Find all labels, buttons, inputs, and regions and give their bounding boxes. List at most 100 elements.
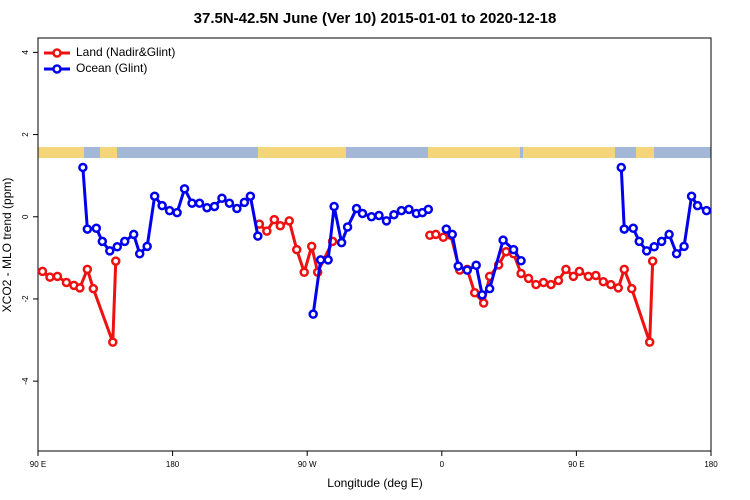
plot-frame [37, 37, 712, 452]
point [664, 229, 674, 240]
point [501, 246, 511, 257]
point [484, 283, 495, 294]
point [232, 203, 242, 214]
point [553, 275, 564, 286]
point [619, 264, 630, 275]
x-tick-label: 90 W [298, 460, 317, 469]
point [546, 279, 556, 290]
point [262, 226, 272, 236]
point [351, 203, 362, 214]
point [108, 337, 118, 347]
point [194, 198, 205, 208]
point [692, 200, 703, 211]
point [453, 261, 464, 271]
point [441, 224, 452, 234]
point [202, 202, 212, 213]
legend-label: Ocean (Glint) [76, 61, 147, 75]
x-axis-label: Longitude (deg E) [327, 476, 422, 490]
x-tick-label: 90 E [30, 460, 46, 469]
point [172, 207, 182, 218]
x-tick-label: 180 [166, 460, 180, 469]
point [516, 255, 526, 266]
y-axis-label: XCO2 - MLO trend (ppm) [0, 178, 14, 313]
point [583, 271, 594, 282]
point [679, 241, 689, 252]
point [149, 191, 160, 201]
point [253, 231, 263, 241]
point [88, 283, 99, 294]
point [686, 191, 697, 201]
point [366, 212, 377, 222]
point [299, 267, 309, 277]
point [315, 255, 326, 265]
point [119, 236, 130, 247]
point [423, 204, 434, 215]
point [641, 246, 652, 256]
point [239, 197, 250, 208]
y-tick-label: -2 [21, 295, 30, 303]
legend-label: Land (Nadir&Glint) [76, 45, 175, 59]
point [357, 208, 368, 219]
point [374, 210, 384, 221]
point [606, 279, 616, 290]
point [82, 264, 93, 275]
legend-marker [52, 48, 62, 58]
point [561, 264, 571, 275]
point [538, 277, 549, 288]
point [134, 248, 145, 259]
y-tick-label: 4 [21, 50, 30, 55]
point [224, 198, 235, 208]
point [291, 244, 302, 255]
chart-title: 37.5N-42.5N June (Ver 10) 2015-01-01 to … [194, 10, 557, 27]
point [245, 191, 256, 201]
point [91, 223, 102, 234]
point [389, 209, 399, 220]
point [626, 283, 637, 294]
point [128, 229, 139, 240]
point [478, 298, 489, 308]
point [516, 268, 526, 279]
point [649, 242, 659, 252]
point [284, 216, 295, 226]
point [187, 198, 197, 208]
point [471, 260, 481, 271]
point [82, 224, 93, 234]
point [628, 223, 638, 234]
point [498, 235, 508, 245]
point [634, 236, 644, 247]
x-tick-label: 180 [704, 460, 718, 469]
point [112, 242, 123, 252]
point [105, 246, 115, 256]
point [671, 248, 682, 259]
point [78, 162, 88, 173]
point [616, 162, 627, 173]
legend-marker [52, 64, 62, 74]
point [209, 201, 220, 212]
point [61, 277, 72, 288]
point [644, 337, 655, 347]
point [619, 224, 630, 234]
point [531, 279, 541, 290]
point [462, 265, 472, 275]
point [574, 266, 585, 277]
point [275, 221, 286, 231]
x-tick-label: 90 E [568, 460, 584, 469]
point [568, 271, 579, 282]
series-line [81, 167, 708, 315]
point [97, 236, 108, 247]
point [598, 276, 609, 287]
point [157, 200, 167, 211]
point [591, 270, 601, 281]
point [306, 241, 317, 252]
point [323, 255, 333, 265]
point [508, 244, 519, 255]
point [75, 283, 85, 293]
point [701, 205, 712, 216]
point [404, 204, 414, 215]
point [336, 237, 347, 248]
point [164, 205, 175, 216]
y-tick-label: 2 [21, 132, 30, 137]
point [111, 256, 121, 266]
point [37, 266, 48, 277]
